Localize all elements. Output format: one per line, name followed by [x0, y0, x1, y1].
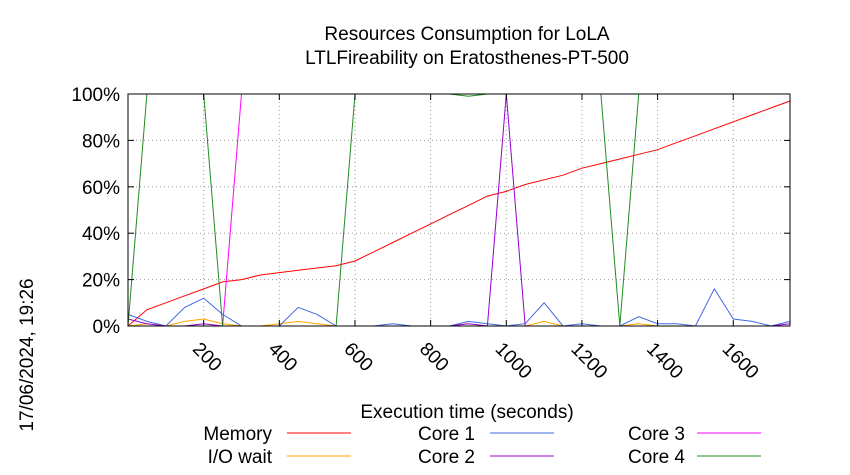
x-tick-label: 1600: [718, 339, 763, 384]
x-tick-label: 600: [339, 339, 376, 376]
x-tick-label: 200: [188, 339, 225, 376]
chart-subtitle: LTLFireability on Eratosthenes-PT-500: [305, 48, 629, 69]
legend-label: Core 2: [418, 447, 475, 468]
y-axis-ticks: 0% 20% 40% 60% 80% 100%: [71, 85, 790, 338]
x-tick-label: 1400: [642, 339, 687, 384]
series-line-core-1: [127, 287, 791, 327]
y-tick-label: 20%: [82, 271, 120, 292]
x-tick-label: 1200: [566, 339, 611, 384]
x-axis-label: Execution time (seconds): [360, 402, 573, 423]
legend-label: I/O wait: [208, 447, 273, 468]
y-tick-label: 40%: [82, 224, 120, 245]
legend-label: Memory: [203, 424, 272, 445]
x-tick-label: 800: [415, 339, 452, 376]
x-tick-label: 1000: [491, 339, 536, 384]
legend-label: Core 4: [628, 447, 685, 468]
chart-title: Resources Consumption for LoLA: [324, 24, 609, 45]
x-axis-ticks: 200 400 600 800 1000 1200 1400 1600: [188, 94, 762, 383]
series-line-memory: [127, 100, 791, 327]
y-tick-label: 60%: [82, 178, 120, 199]
legend-label: Core 3: [628, 424, 685, 445]
y-tick-label: 80%: [82, 131, 120, 152]
legend-label: Core 1: [418, 424, 475, 445]
plot-frame: [127, 93, 791, 327]
timestamp: 17/06/2024, 19:26: [17, 278, 38, 431]
y-tick-label: 100%: [71, 85, 120, 106]
grid-lines: [128, 94, 790, 326]
y-tick-label: 0%: [93, 317, 121, 338]
series-lines: [127, 93, 791, 327]
x-tick-label: 400: [264, 339, 301, 376]
